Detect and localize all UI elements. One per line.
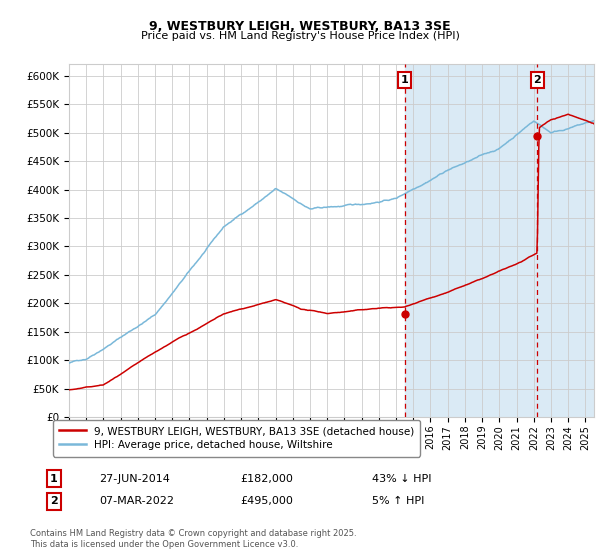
Text: 1: 1 bbox=[401, 75, 409, 85]
Text: 2: 2 bbox=[533, 75, 541, 85]
Text: £182,000: £182,000 bbox=[240, 474, 293, 484]
Text: Price paid vs. HM Land Registry's House Price Index (HPI): Price paid vs. HM Land Registry's House … bbox=[140, 31, 460, 41]
Bar bbox=[404, 64, 600, 417]
Text: 27-JUN-2014: 27-JUN-2014 bbox=[99, 474, 170, 484]
Text: 07-MAR-2022: 07-MAR-2022 bbox=[99, 496, 174, 506]
Text: 9, WESTBURY LEIGH, WESTBURY, BA13 3SE: 9, WESTBURY LEIGH, WESTBURY, BA13 3SE bbox=[149, 20, 451, 32]
Text: £495,000: £495,000 bbox=[240, 496, 293, 506]
Text: 1: 1 bbox=[50, 474, 58, 484]
Text: Contains HM Land Registry data © Crown copyright and database right 2025.
This d: Contains HM Land Registry data © Crown c… bbox=[30, 529, 356, 549]
Text: 5% ↑ HPI: 5% ↑ HPI bbox=[372, 496, 424, 506]
Legend: 9, WESTBURY LEIGH, WESTBURY, BA13 3SE (detached house), HPI: Average price, deta: 9, WESTBURY LEIGH, WESTBURY, BA13 3SE (d… bbox=[53, 420, 421, 456]
Text: 43% ↓ HPI: 43% ↓ HPI bbox=[372, 474, 431, 484]
Text: 2: 2 bbox=[50, 496, 58, 506]
